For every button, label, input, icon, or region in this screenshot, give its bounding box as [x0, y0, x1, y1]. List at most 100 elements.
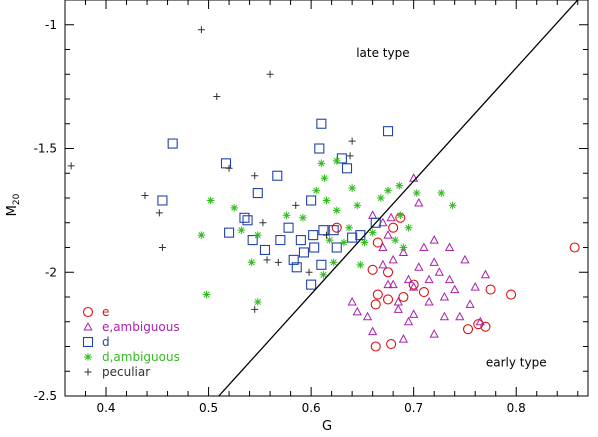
- y-axis-title: M20: [5, 193, 22, 216]
- data-point: [239, 212, 250, 223]
- data-point: [409, 309, 419, 318]
- data-point: [314, 143, 325, 154]
- data-point: [399, 243, 408, 252]
- data-point: [306, 195, 317, 206]
- data-point: [224, 227, 235, 238]
- data-point: [424, 296, 434, 306]
- x-tick-label: 0.5: [199, 401, 218, 415]
- x-tick-label: 0.7: [404, 401, 423, 415]
- data-point: [370, 299, 381, 310]
- data-point: [414, 262, 424, 271]
- data-point: [251, 172, 259, 180]
- legend-label: e,ambiguous: [102, 320, 180, 334]
- data-point: [370, 341, 381, 352]
- data-point: [382, 267, 394, 278]
- data-point: [403, 316, 414, 326]
- data-point: [360, 238, 369, 247]
- classification-line: [218, 0, 579, 397]
- y-tick-label: -1: [45, 18, 57, 32]
- data-point: [242, 215, 253, 226]
- data-point: [437, 189, 446, 197]
- data-point: [332, 157, 341, 165]
- data-point: [372, 289, 383, 300]
- data-point: [237, 226, 246, 234]
- data-point: [412, 189, 421, 197]
- data-point: [470, 282, 480, 291]
- legend-marker: [83, 321, 93, 331]
- data-point: [506, 289, 517, 300]
- data-point: [259, 244, 271, 256]
- y-axis: -1 -1.5 -2 -2.5: [34, 18, 588, 403]
- data-point: [473, 319, 484, 330]
- data-point: [393, 296, 403, 306]
- data-point: [259, 219, 267, 227]
- data-point: [247, 235, 258, 246]
- data-point: [322, 196, 331, 205]
- legend-label: d: [102, 335, 110, 349]
- data-point: [157, 195, 168, 206]
- data-point: [448, 201, 457, 210]
- data-point: [386, 212, 396, 222]
- data-point: [332, 206, 341, 215]
- data-point: [378, 259, 388, 269]
- data-point: [225, 164, 233, 172]
- data-point: [253, 231, 262, 239]
- y-axis-title-group: M20: [5, 193, 22, 216]
- data-point: [462, 324, 474, 335]
- data-point: [309, 242, 320, 253]
- data-point: [263, 256, 271, 264]
- data-point: [291, 262, 302, 273]
- data-point: [331, 222, 342, 233]
- y-tick-label: -1.5: [34, 142, 57, 156]
- data-point: [444, 274, 455, 284]
- data-point: [292, 201, 300, 209]
- data-point: [378, 217, 388, 227]
- data-point: [391, 236, 400, 244]
- legend-marker: [82, 336, 94, 348]
- annotation-label: early type: [486, 355, 547, 369]
- data-point: [388, 254, 398, 264]
- data-point: [444, 242, 455, 251]
- data-point: [368, 326, 378, 336]
- data-point: [370, 217, 381, 228]
- data-point: [460, 254, 470, 264]
- legend-marker: [82, 306, 94, 318]
- data-point: [252, 188, 263, 199]
- data-point: [569, 242, 580, 253]
- data-point: [347, 296, 357, 306]
- data-point: [266, 70, 274, 78]
- data-point: [480, 269, 491, 279]
- data-point: [396, 211, 405, 220]
- data-point: [67, 162, 75, 170]
- data-point: [328, 225, 339, 236]
- data-point: [155, 209, 163, 217]
- data-point: [275, 235, 286, 246]
- data-point: [455, 311, 465, 321]
- data-point: [382, 126, 394, 137]
- data-point: [340, 238, 348, 247]
- data-point: [202, 290, 211, 299]
- data-point: [197, 26, 205, 34]
- data-point: [429, 257, 439, 266]
- data-point: [317, 159, 326, 168]
- data-point: [418, 286, 429, 298]
- annotation-label: late type: [356, 46, 409, 60]
- data-point: [320, 174, 329, 182]
- data-point: [355, 230, 366, 241]
- data-point: [362, 311, 373, 321]
- annotations: late type early type: [356, 46, 546, 369]
- data-point: [353, 201, 362, 210]
- data-point: [251, 305, 259, 313]
- data-point: [272, 170, 283, 181]
- data-point: [450, 284, 460, 294]
- data-point: [377, 194, 385, 202]
- data-point: [403, 274, 414, 284]
- data-point: [329, 258, 338, 267]
- x-tick-label: 0.6: [302, 401, 321, 415]
- data-point: [424, 274, 434, 284]
- data-point: [312, 186, 321, 195]
- data-point: [158, 244, 166, 251]
- data-points: [67, 26, 580, 352]
